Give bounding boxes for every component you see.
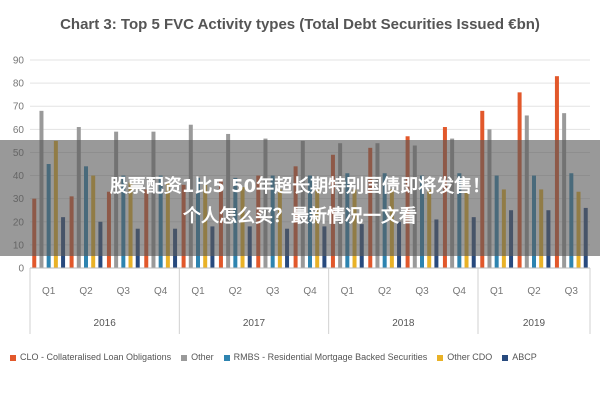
x-tick-label: Q1: [490, 286, 504, 297]
legend-label: ABCP: [512, 352, 537, 362]
x-tick-label: Q2: [378, 286, 392, 297]
x-tick-label: Q2: [527, 286, 541, 297]
y-tick-label: 60: [13, 125, 25, 136]
legend-label: RMBS - Residential Mortgage Backed Secur…: [233, 352, 428, 362]
legend-swatch: [223, 354, 230, 361]
legend-item: Other: [181, 352, 214, 362]
year-label: 2017: [243, 318, 266, 329]
x-tick-label: Q4: [453, 286, 467, 297]
headline-text[interactable]: 股票配资1比5 50年超长期特别国债即将发售！ 个人怎么买？最新情况一文看: [0, 172, 600, 232]
x-tick-label: Q1: [341, 286, 355, 297]
x-tick-label: Q1: [42, 286, 56, 297]
legend-swatch: [181, 354, 188, 361]
x-tick-label: Q1: [191, 286, 205, 297]
headline-line-1: 股票配资1比5 50年超长期特别国债即将发售！: [109, 176, 491, 197]
chart-title: Chart 3: Top 5 FVC Activity types (Total…: [60, 16, 540, 33]
legend-swatch: [502, 354, 509, 361]
legend-label: Other CDO: [447, 352, 493, 362]
legend-item: Other CDO: [437, 352, 492, 362]
legend-swatch: [10, 354, 16, 361]
legend-item: CLO - Collateralised Loan Obligations: [10, 352, 171, 362]
headline-line-2: 个人怎么买？最新情况一文看: [183, 206, 417, 227]
x-tick-label: Q3: [266, 286, 280, 297]
x-tick-label: Q4: [303, 286, 317, 297]
x-tick-label: Q3: [565, 286, 579, 297]
x-tick-label: Q3: [117, 286, 131, 297]
year-label: 2016: [94, 318, 117, 329]
legend-label: Other: [191, 352, 214, 362]
legend-item: ABCP: [502, 352, 537, 362]
x-tick-label: Q3: [415, 286, 429, 297]
legend-item: RMBS - Residential Mortgage Backed Secur…: [223, 352, 428, 362]
x-tick-label: Q2: [229, 286, 243, 297]
legend-swatch: [437, 354, 444, 361]
y-tick-label: 70: [13, 102, 25, 113]
y-tick-label: 0: [18, 264, 24, 275]
legend-label: CLO - Collateralised Loan Obligations: [20, 352, 172, 362]
chart-legend: CLO - Collateralised Loan Obligations Oth…: [10, 352, 595, 362]
x-tick-label: Q4: [154, 286, 168, 297]
x-tick-label: Q2: [79, 286, 93, 297]
y-tick-label: 90: [13, 56, 25, 67]
y-tick-label: 80: [13, 79, 25, 90]
year-label: 2018: [392, 318, 415, 329]
year-label: 2019: [523, 318, 546, 329]
headline-overlay: [0, 140, 600, 256]
